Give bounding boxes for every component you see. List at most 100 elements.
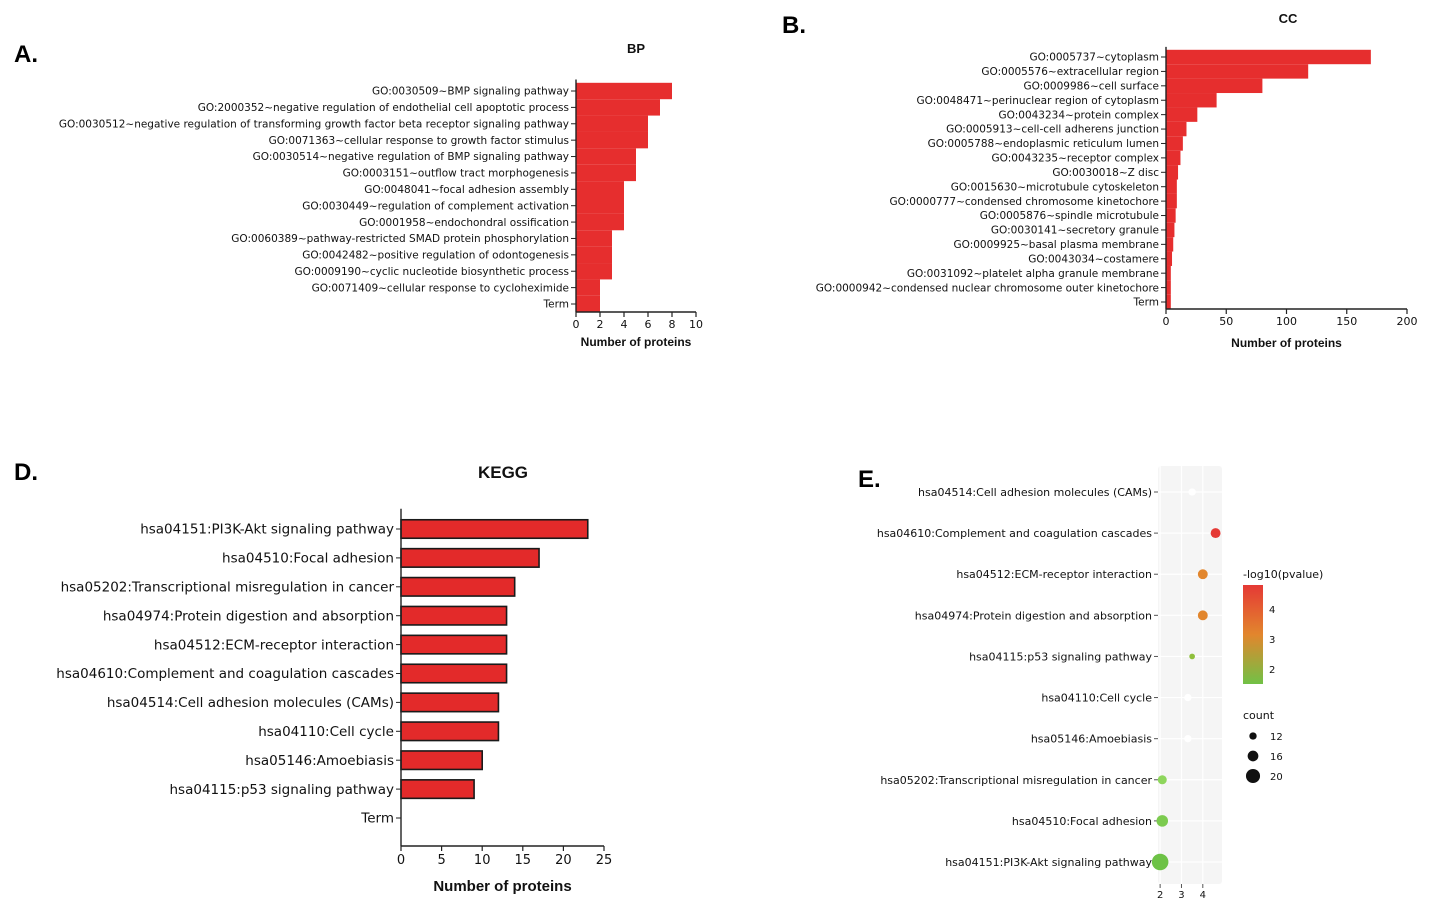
size-legend-label: 12 xyxy=(1270,732,1283,743)
y-tick-label: GO:0030018~Z disc xyxy=(1052,167,1159,179)
y-tick-label: GO:0030141~secretory granule xyxy=(991,225,1159,237)
y-tick-label: hsa04510:Focal adhesion xyxy=(222,551,394,567)
bar xyxy=(576,263,612,280)
y-tick-label: hsa04610:Complement and coagulation casc… xyxy=(56,666,394,682)
bar xyxy=(400,605,508,626)
bar xyxy=(1166,49,1371,65)
bar xyxy=(576,181,624,198)
y-tick-label: Term xyxy=(543,299,569,311)
data-point xyxy=(1157,775,1167,785)
data-point xyxy=(1188,488,1196,496)
y-tick-label: GO:0042482~positive regulation of odonto… xyxy=(302,250,569,262)
y-tick-label: hsa05146:Amoebiasis xyxy=(1031,733,1152,746)
y-tick-label: GO:2000352~negative regulation of endoth… xyxy=(198,102,569,114)
x-tick-label: 50 xyxy=(1219,315,1233,328)
bar xyxy=(400,663,508,684)
panel-label: E. xyxy=(858,466,881,493)
y-tick-label: GO:0003151~outflow tract morphogenesis xyxy=(343,168,569,180)
y-tick-label: GO:0015630~microtubule cytoskeleton xyxy=(951,181,1159,193)
y-tick-label: hsa04512:ECM-receptor interaction xyxy=(154,637,394,653)
data-point xyxy=(1210,528,1221,539)
colorbar-tick-label: 3 xyxy=(1269,635,1275,646)
bar xyxy=(400,547,540,568)
x-axis-label: Number of proteins xyxy=(1231,336,1342,350)
x-tick-label: 0 xyxy=(573,318,580,331)
data-point xyxy=(1197,569,1208,580)
bar xyxy=(400,779,475,800)
y-tick-label: GO:0005737~cytoplasm xyxy=(1029,52,1159,64)
y-tick-label: Term xyxy=(1133,297,1159,309)
y-tick-label: hsa04115:p53 signaling pathway xyxy=(170,782,395,798)
bar xyxy=(1166,222,1175,238)
y-tick-label: hsa04514:Cell adhesion molecules (CAMs) xyxy=(107,695,394,711)
bar xyxy=(1166,150,1181,166)
panel-label: B. xyxy=(782,12,806,39)
bar xyxy=(576,279,600,296)
data-point xyxy=(1184,693,1192,702)
y-tick-label: GO:0031092~platelet alpha granule membra… xyxy=(907,268,1159,280)
bar xyxy=(576,213,624,231)
y-tick-label: hsa04151:PI3K-Akt signaling pathway xyxy=(140,522,394,538)
y-tick-label: GO:0043234~protein complex xyxy=(999,109,1159,121)
bar xyxy=(1166,208,1176,223)
bar xyxy=(400,576,516,597)
y-tick-label: hsa05202:Transcriptional misregulation i… xyxy=(880,774,1152,787)
bar xyxy=(1166,294,1171,310)
colorbar-title: -log10(pvalue) xyxy=(1243,568,1323,581)
y-tick-label: hsa04512:ECM-receptor interaction xyxy=(956,568,1152,581)
y-tick-label: hsa04974:Protein digestion and absorptio… xyxy=(103,608,394,624)
y-tick-label: GO:0001958~endochondral ossification xyxy=(359,217,569,229)
x-tick-label: 2 xyxy=(1157,890,1163,901)
bar xyxy=(576,99,660,116)
panel-label: D. xyxy=(14,459,38,486)
bar xyxy=(1166,165,1179,180)
x-tick-label: 0 xyxy=(397,853,405,868)
x-axis-label: Number of proteins xyxy=(433,878,571,895)
bar xyxy=(1166,193,1177,209)
bar xyxy=(1166,78,1263,94)
bar xyxy=(400,634,508,655)
x-tick-label: 10 xyxy=(689,318,703,331)
y-tick-label: GO:0071409~cellular response to cyclohex… xyxy=(312,282,569,294)
bar xyxy=(1166,280,1171,295)
y-tick-label: GO:0030449~regulation of complement acti… xyxy=(302,200,569,212)
bar xyxy=(400,692,500,713)
bar xyxy=(400,518,589,540)
bar xyxy=(1166,93,1217,108)
y-tick-label: hsa05146:Amoebiasis xyxy=(245,753,394,769)
bar xyxy=(1166,121,1187,137)
y-tick-label: GO:0009925~basal plasma membrane xyxy=(953,239,1159,251)
y-tick-label: hsa04974:Protein digestion and absorptio… xyxy=(915,609,1152,622)
bar xyxy=(1166,179,1177,194)
x-tick-label: 0 xyxy=(1163,315,1170,328)
y-tick-label: GO:0005913~cell-cell adherens junction xyxy=(946,124,1159,136)
x-tick-label: 6 xyxy=(645,318,652,331)
y-tick-label: hsa04610:Complement and coagulation casc… xyxy=(877,527,1152,540)
panel-label: A. xyxy=(14,41,38,68)
y-tick-label: GO:0048041~focal adhesion assembly xyxy=(364,184,569,196)
x-tick-label: 4 xyxy=(1200,890,1206,901)
y-tick-label: hsa04115:p53 signaling pathway xyxy=(969,650,1152,663)
y-tick-label: GO:0000777~condensed chromosome kinetoch… xyxy=(890,196,1159,208)
y-tick-label: GO:0005788~endoplasmic reticulum lumen xyxy=(928,138,1159,150)
x-tick-label: 3 xyxy=(1178,890,1184,901)
chart-title: BP xyxy=(627,41,645,56)
x-tick-label: 150 xyxy=(1336,315,1357,328)
y-tick-label: hsa04110:Cell cycle xyxy=(258,724,394,740)
x-tick-label: 200 xyxy=(1397,315,1418,328)
y-tick-label: GO:0009190~cyclic nucleotide biosyntheti… xyxy=(295,266,569,278)
y-tick-label: GO:0048471~perinuclear region of cytopla… xyxy=(917,95,1159,107)
y-tick-label: GO:0071363~cellular response to growth f… xyxy=(269,135,569,147)
y-tick-label: GO:0043235~receptor complex xyxy=(992,153,1159,165)
data-point xyxy=(1197,610,1208,621)
bar xyxy=(1166,251,1173,266)
y-tick-label: GO:0000942~condensed nuclear chromosome … xyxy=(816,282,1159,294)
bar xyxy=(576,115,648,132)
y-tick-label: GO:0009986~cell surface xyxy=(1023,80,1159,92)
colorbar xyxy=(1243,585,1263,684)
x-tick-label: 2 xyxy=(597,318,604,331)
colorbar-tick-label: 4 xyxy=(1269,605,1275,616)
y-tick-label: hsa04110:Cell cycle xyxy=(1041,692,1152,705)
bar xyxy=(1166,136,1183,151)
y-tick-label: hsa04151:PI3K-Akt signaling pathway xyxy=(945,856,1152,869)
